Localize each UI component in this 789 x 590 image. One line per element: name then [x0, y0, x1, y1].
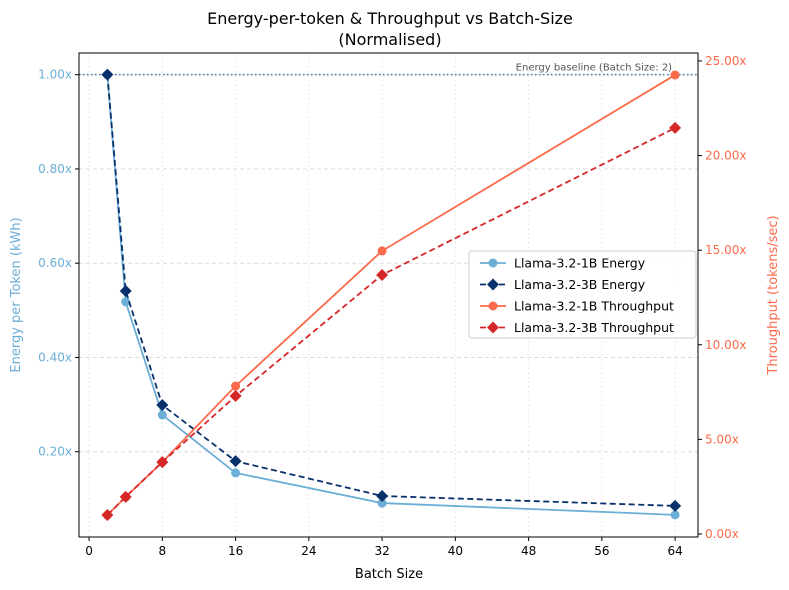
- y-right-tick-label: 10.00x: [705, 338, 746, 352]
- data-point: [231, 381, 241, 391]
- y-right-axis-label: Throughput (tokens/sec): [766, 215, 781, 375]
- data-point: [669, 499, 682, 512]
- y-right-tick-label: 5.00x: [705, 432, 739, 446]
- data-point: [377, 498, 387, 508]
- y-right-tick-label: 20.00x: [705, 149, 746, 163]
- legend-marker: [487, 321, 499, 334]
- series-line: [106, 74, 676, 507]
- y-left-tick-label: 0.20x: [38, 445, 72, 459]
- y-right-tick-label: 15.00x: [705, 243, 746, 257]
- data-point: [670, 70, 680, 80]
- legend-box: [468, 250, 697, 339]
- legend-marker: [487, 278, 499, 291]
- y-left-tick-label: 1.00x: [38, 68, 72, 82]
- baseline-label: Energy baseline (Batch Size: 2): [516, 63, 673, 74]
- y-left-tick-label: 0.80x: [38, 162, 72, 176]
- data-point: [376, 268, 389, 281]
- data-point: [377, 246, 387, 256]
- x-tick-label: 0: [85, 544, 93, 558]
- chart-subtitle: (Normalised): [338, 30, 441, 49]
- y-right-tick-label: 25.00x: [705, 54, 746, 68]
- legend-marker: [488, 258, 498, 268]
- x-tick-label: 48: [521, 544, 536, 558]
- x-tick-label: 56: [594, 544, 609, 558]
- data-point: [376, 489, 389, 502]
- legend-marker: [488, 301, 498, 311]
- series-llama-3-2-3b-throughput: [101, 121, 682, 522]
- x-tick-label: 8: [159, 544, 167, 558]
- x-tick-label: 24: [301, 544, 316, 558]
- legend-label: Llama-3.2-3B Energy: [514, 277, 646, 292]
- data-point: [121, 297, 131, 307]
- data-point: [229, 390, 242, 403]
- data-point: [156, 456, 169, 469]
- data-point: [231, 468, 241, 478]
- series-line: [106, 74, 676, 516]
- data-point: [156, 399, 169, 412]
- data-point: [119, 284, 132, 297]
- data-point: [157, 410, 167, 420]
- x-tick-label: 64: [667, 544, 682, 558]
- y-left-tick-label: 0.60x: [38, 256, 72, 270]
- x-tick-label: 32: [374, 544, 389, 558]
- data-point: [670, 510, 680, 520]
- series-llama-3-2-3b-energy: [101, 68, 682, 512]
- legend-label: Llama-3.2-3B Throughput: [514, 320, 674, 335]
- x-tick-label: 16: [228, 544, 243, 558]
- series-llama-3-2-1b-energy: [102, 70, 680, 520]
- data-point: [669, 121, 682, 134]
- legend-label: Llama-3.2-1B Throughput: [514, 299, 674, 314]
- y-right-tick-label: 0.00x: [705, 527, 739, 541]
- y-left-axis-label: Energy per Token (kWh): [9, 217, 24, 372]
- plot-frame: [78, 52, 699, 538]
- x-axis-label: Batch Size: [355, 567, 423, 582]
- data-point: [119, 490, 132, 503]
- legend-label: Llama-3.2-1B Energy: [514, 256, 646, 271]
- data-point: [101, 509, 114, 522]
- x-tick-label: 40: [448, 544, 463, 558]
- y-left-tick-label: 0.40x: [38, 350, 72, 364]
- series-line: [106, 127, 676, 516]
- chart-title: Energy-per-token & Throughput vs Batch-S…: [207, 9, 573, 28]
- data-point: [101, 68, 114, 81]
- data-point: [229, 455, 242, 468]
